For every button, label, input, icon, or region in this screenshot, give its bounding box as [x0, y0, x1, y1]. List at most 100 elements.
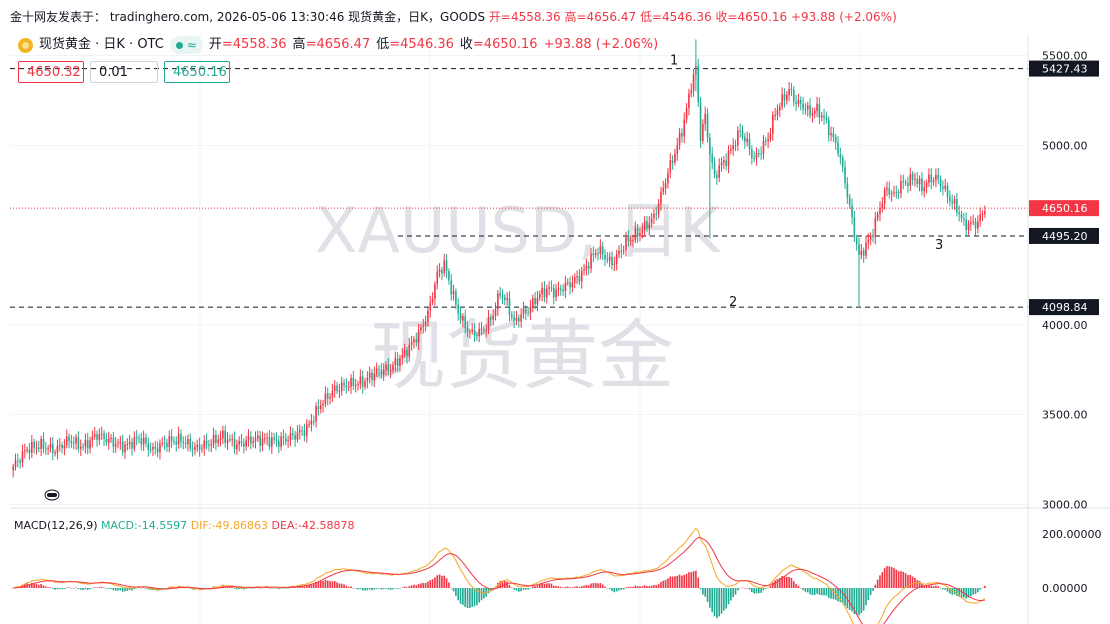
candle-body: [723, 160, 725, 163]
macd-histogram-bar: [294, 587, 296, 588]
macd-histogram-bar: [897, 571, 900, 588]
candle-body: [981, 214, 984, 216]
macd-histogram-bar: [345, 585, 348, 588]
candle-body: [408, 344, 411, 357]
price-axis[interactable]: 3000.00 3500.00 4000.00 5000.00 5500.00: [1042, 50, 1088, 512]
macd-histogram-bar: [471, 588, 474, 607]
candle-body: [61, 444, 63, 449]
low-value: 低=4546.36: [376, 35, 454, 55]
candle-body: [266, 437, 268, 439]
macd-histogram-bar: [163, 588, 166, 589]
macd-histogram-bar: [527, 588, 529, 590]
candle-body: [855, 237, 858, 245]
candle-body: [827, 119, 830, 136]
eye-icon[interactable]: [44, 489, 60, 501]
candle-body: [54, 452, 56, 454]
macd-histogram-bar: [573, 586, 576, 588]
candle-body: [590, 253, 592, 269]
candle-body: [662, 188, 665, 192]
candle-body: [378, 368, 380, 370]
macd-histogram-bar: [655, 585, 658, 588]
macd-histogram-bar: [650, 585, 653, 588]
candle-body: [308, 424, 310, 426]
candle-body: [497, 293, 499, 310]
candle-body: [159, 443, 161, 453]
candle-body: [394, 358, 397, 365]
candle-body: [813, 111, 816, 114]
candle-body: [970, 222, 972, 224]
macd-histogram-bar: [380, 588, 383, 590]
macd-histogram-bar: [226, 586, 229, 588]
candle-body: [576, 276, 578, 278]
high-number: =4656.47: [305, 37, 371, 52]
macd-histogram-bar: [795, 584, 797, 588]
macd-histogram-bar: [469, 588, 471, 609]
macd-histogram-bar: [72, 588, 75, 589]
candle-body: [212, 434, 215, 445]
quantity-input[interactable]: 0.01: [90, 61, 158, 83]
candle-body: [173, 441, 175, 443]
macd-histogram-bar: [781, 576, 783, 588]
macd-histogram-bar: [620, 588, 623, 590]
macd-histogram-bar: [872, 588, 874, 591]
macd-histogram-bar: [406, 587, 408, 588]
macd-histogram-bar: [401, 587, 404, 589]
candle-body: [937, 174, 940, 179]
macd-histogram-bar: [229, 586, 231, 588]
candle-body: [799, 99, 802, 104]
macd-histogram-bar: [648, 586, 651, 588]
macd-histogram-bar: [483, 588, 485, 599]
candle-body: [373, 373, 376, 381]
candle-body: [268, 437, 271, 447]
legend-title[interactable]: 现货黄金 · 日K · OTC: [39, 37, 164, 52]
candle-body: [890, 193, 893, 195]
macd-histogram-bar: [611, 588, 613, 592]
macd-histogram-bar: [639, 586, 641, 588]
market-status-badge[interactable]: ≈: [169, 36, 203, 54]
macd-histogram-bar: [441, 575, 443, 588]
candle-body: [44, 448, 47, 450]
macd-histogram-bar: [156, 588, 159, 591]
candle-body: [606, 259, 609, 261]
candle-body: [63, 445, 66, 449]
candle-body: [347, 386, 350, 388]
candle-body: [869, 235, 872, 240]
candle-body: [550, 287, 553, 289]
candle-body: [965, 219, 968, 230]
macd-histogram-bar: [785, 576, 788, 588]
candle-body: [270, 437, 273, 447]
macd-histogram-bar: [974, 588, 977, 595]
macd-histogram-bar: [632, 586, 634, 588]
candle-body: [289, 433, 292, 441]
candle-body: [893, 192, 895, 194]
macd-histogram-bar: [338, 583, 341, 588]
candle-body: [492, 315, 494, 320]
candle-body: [601, 246, 604, 255]
macd-histogram-bar: [692, 571, 695, 588]
macd-histogram-bar: [529, 588, 532, 589]
macd-histogram-bar: [935, 585, 937, 588]
macd-histogram-bar: [972, 588, 974, 595]
candle-body: [597, 253, 599, 255]
candle-body: [128, 442, 131, 445]
dea-value: DEA:-42.58878: [271, 519, 355, 532]
macd-histogram-bar: [364, 588, 366, 591]
macd-histogram-bar: [904, 573, 907, 588]
candle-body: [156, 448, 159, 453]
candle-body: [834, 137, 837, 143]
buy-button[interactable]: 4650.16: [164, 61, 230, 83]
macd-histogram-bar: [564, 586, 567, 588]
candle-body: [776, 110, 779, 115]
candle-body: [17, 460, 19, 462]
candle-body: [676, 145, 679, 154]
candle-body: [403, 349, 406, 355]
horizontal-levels[interactable]: 1 5427.43 2 4098.84 3 4495.20 4650.16: [10, 54, 1099, 316]
macd-histogram-bar: [662, 580, 665, 588]
candle-body: [608, 256, 611, 261]
macd-histogram-bar: [771, 582, 774, 588]
gold-coin-icon: [18, 37, 33, 53]
macd-histogram-bar: [671, 576, 674, 588]
sell-button[interactable]: 4650.32: [18, 61, 84, 83]
macd-histogram-bar: [748, 588, 751, 590]
